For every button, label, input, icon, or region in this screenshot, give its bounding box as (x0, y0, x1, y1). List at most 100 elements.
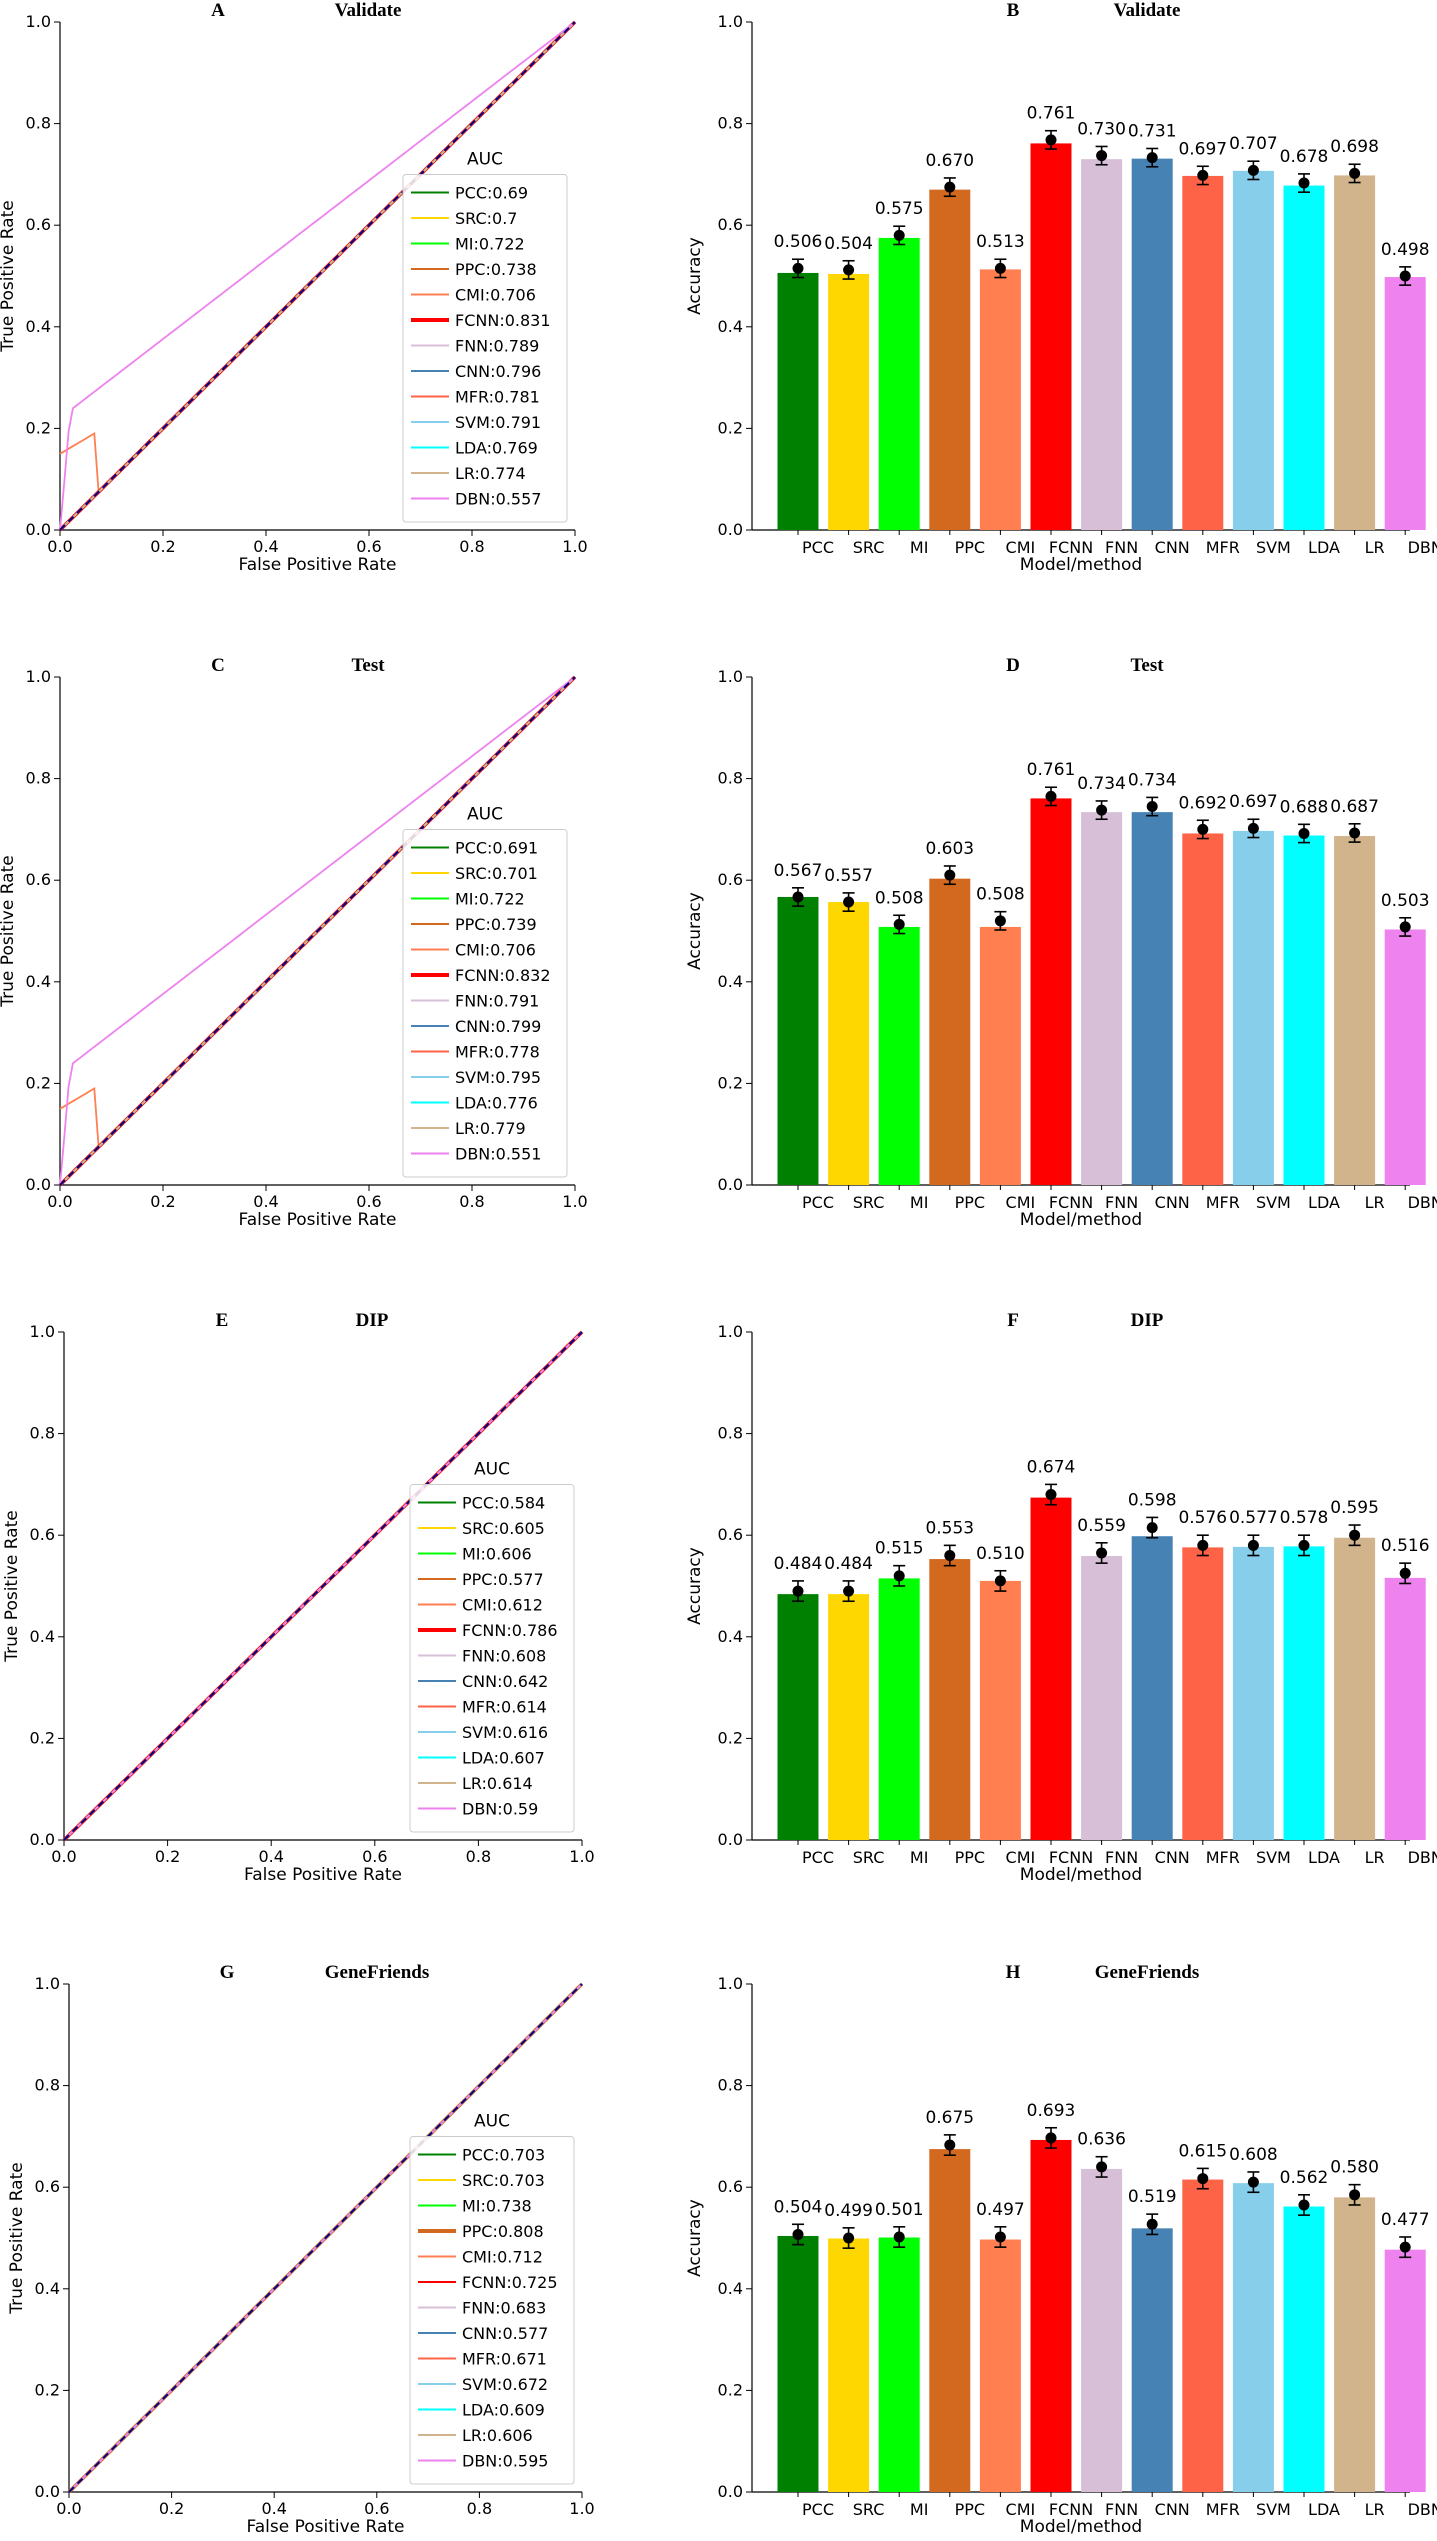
value-label-lr: 0.595 (1330, 1498, 1379, 1518)
bar-lr (1334, 175, 1376, 530)
x-tick-label-cmi: CMI (1006, 538, 1036, 557)
x-tick-label: 0.0 (56, 2499, 81, 2518)
panel-letter: A (211, 0, 225, 21)
bar-mfr (1182, 833, 1224, 1185)
legend-entry-svm: SVM:0.791 (455, 413, 541, 432)
legend-entry-ppc: PPC:0.577 (462, 1570, 544, 1589)
panel-title: GeneFriends (325, 1962, 430, 1983)
y-tick-label: 0.8 (30, 1424, 55, 1443)
legend-entry-mfr: MFR:0.614 (462, 1698, 547, 1717)
y-axis-label: Accuracy (685, 237, 705, 315)
legend-entry-cnn: CNN:0.796 (455, 362, 541, 381)
mean-point-svm (1247, 822, 1259, 834)
x-tick-label: 0.2 (150, 1192, 175, 1211)
legend-entry-pcc: PCC:0.584 (462, 1494, 545, 1513)
legend-entry-src: SRC:0.605 (462, 1519, 545, 1538)
mean-point-dbn (1399, 270, 1411, 282)
mean-point-mi (893, 1570, 905, 1582)
bar-lda (1283, 835, 1325, 1185)
bar-cnn (1131, 158, 1173, 531)
chance-diagonal (63, 1331, 583, 1841)
value-label-svm: 0.707 (1229, 134, 1278, 154)
bar-src (828, 1594, 870, 1840)
bar-ppc (929, 189, 971, 530)
x-tick-label-src: SRC (853, 2500, 885, 2519)
panel-letter: F (1007, 1310, 1019, 1331)
value-label-ppc: 0.675 (925, 2108, 974, 2128)
mean-point-fcnn (1045, 1489, 1057, 1501)
y-tick-label: 0.8 (26, 769, 51, 788)
x-tick-label-src: SRC (853, 538, 885, 557)
mean-point-lr (1349, 2189, 1361, 2201)
value-label-cnn: 0.731 (1128, 121, 1177, 141)
value-label-mi: 0.501 (875, 2200, 924, 2220)
x-tick-label-dbn: DBN (1408, 1848, 1437, 1867)
bar-svm (1232, 830, 1274, 1185)
y-axis-label: True Positive Rate (0, 200, 18, 352)
x-tick-label: 0.0 (51, 1847, 76, 1866)
mean-point-cmi (994, 2231, 1006, 2243)
y-tick-label: 0.0 (718, 1175, 743, 1194)
y-tick-label: 0.0 (718, 1830, 743, 1849)
bar-mfr (1182, 2179, 1224, 2492)
y-tick-label: 1.0 (718, 1974, 743, 1993)
mean-point-pcc (792, 891, 804, 903)
y-tick-label: 0.0 (718, 520, 743, 539)
legend-entry-ppc: PPC:0.738 (455, 260, 537, 279)
legend-entry-fcnn: FCNN:0.725 (462, 2273, 558, 2292)
bar-cmi (979, 2239, 1021, 2492)
value-label-lda: 0.562 (1280, 2168, 1329, 2188)
y-tick-label: 0.0 (26, 520, 51, 539)
value-label-dbn: 0.516 (1381, 1536, 1430, 1556)
x-tick-label: 1.0 (562, 1192, 587, 1211)
bar-dbn (1384, 929, 1426, 1185)
value-label-mfr: 0.576 (1178, 1508, 1227, 1528)
y-tick-label: 0.2 (718, 1073, 743, 1092)
x-tick-label: 0.4 (261, 2499, 286, 2518)
y-tick-label: 0.0 (35, 2482, 60, 2501)
x-tick-label: 0.2 (159, 2499, 184, 2518)
mean-point-mfr (1197, 1539, 1209, 1551)
value-label-pcc: 0.567 (774, 861, 823, 881)
value-label-src: 0.557 (824, 866, 873, 886)
mean-point-mi (893, 2231, 905, 2243)
value-label-fcnn: 0.674 (1027, 1457, 1076, 1477)
x-tick-label-ppc: PPC (955, 1848, 985, 1867)
legend-entry-svm: SVM:0.795 (455, 1068, 541, 1087)
roc-panel-c: 0.00.0 0.2 0.2 0.4 0.4 0.6 0.6 0.8 0.8 1.0 1.0 Fals… (0, 655, 588, 1230)
legend-box (402, 829, 568, 1178)
value-label-src: 0.499 (824, 2201, 873, 2221)
value-label-ppc: 0.603 (925, 839, 974, 859)
value-label-dbn: 0.498 (1381, 240, 1430, 260)
value-label-fnn: 0.559 (1077, 1516, 1126, 1536)
x-tick-label-cmi: CMI (1006, 1193, 1036, 1212)
bar-lr (1334, 2197, 1376, 2492)
value-label-fnn: 0.734 (1077, 774, 1126, 794)
bar-panel-f: 0.0 0.2 0.4 0.6 0.8 1.0 0.484 PCC 0.484 SRC 0.515 M… (685, 1310, 1437, 1885)
bar-mfr (1182, 1547, 1224, 1840)
value-label-cnn: 0.734 (1128, 770, 1177, 790)
mean-point-lda (1298, 827, 1310, 839)
x-tick-label: 1.0 (569, 1847, 594, 1866)
panel-title: Validate (335, 0, 402, 21)
panel-title: GeneFriends (1095, 1962, 1200, 1983)
y-tick-label: 0.8 (718, 1424, 743, 1443)
legend-entry-ppc: PPC:0.808 (462, 2222, 544, 2241)
legend-entry-fnn: FNN:0.683 (462, 2299, 546, 2318)
legend-entry-lr: LR:0.606 (462, 2426, 533, 2445)
mean-point-cmi (994, 1575, 1006, 1587)
legend-entry-lr: LR:0.779 (455, 1119, 526, 1138)
bar-lda (1283, 1546, 1325, 1840)
bar-pcc (777, 1594, 819, 1840)
legend-entry-fnn: FNN:0.789 (455, 337, 539, 356)
x-tick-label: 0.2 (150, 537, 175, 556)
legend-entry-lr: LR:0.774 (455, 464, 526, 483)
legend-entry-lda: LDA:0.609 (462, 2401, 545, 2420)
legend-entry-fcnn: FCNN:0.832 (455, 966, 551, 985)
bar-lr (1334, 836, 1376, 1185)
legend-entry-dbn: DBN:0.551 (455, 1145, 541, 1164)
x-tick-label-cmi: CMI (1006, 2500, 1036, 2519)
legend-entry-pcc: PCC:0.69 (455, 184, 528, 203)
bar-fnn (1081, 1556, 1123, 1840)
mean-point-svm (1247, 1539, 1259, 1551)
